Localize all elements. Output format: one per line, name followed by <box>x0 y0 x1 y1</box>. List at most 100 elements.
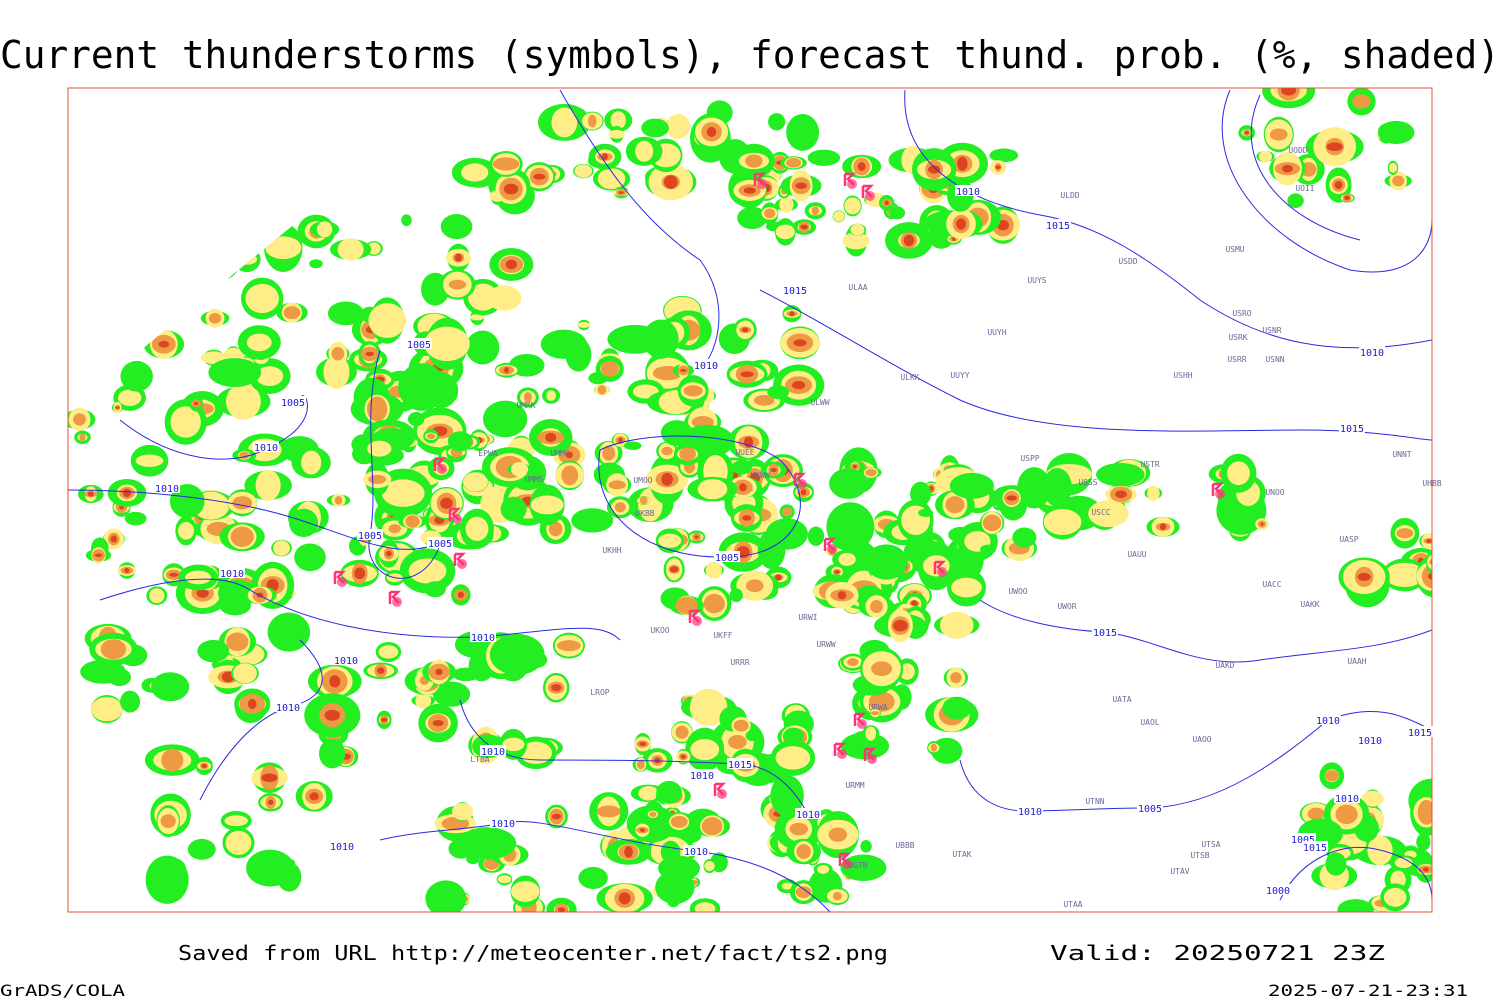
isobar-label: 1015 <box>1046 221 1070 232</box>
shaded-area <box>447 431 473 452</box>
shaded-area <box>500 496 527 522</box>
shaded-area <box>618 191 624 194</box>
shaded-area <box>405 515 420 528</box>
shaded-area <box>158 340 170 348</box>
station-label: UASP <box>1339 535 1358 544</box>
shaded-area <box>980 544 997 555</box>
isobar-label: 1005 <box>1291 835 1315 846</box>
shaded-area <box>618 892 631 905</box>
shaded-area <box>329 675 341 688</box>
thunderstorm-cluster <box>847 179 857 189</box>
thunderstorm-cluster <box>937 567 947 577</box>
shaded-area <box>1115 490 1127 499</box>
shaded-area <box>232 496 253 510</box>
station-label: UAAH <box>1347 657 1366 666</box>
station-label: ULAA <box>848 283 867 292</box>
shaded-area <box>800 224 808 230</box>
shaded-area <box>957 156 968 171</box>
station-label: USNR <box>1262 326 1281 335</box>
shaded-area <box>800 489 807 496</box>
shaded-area <box>679 447 696 462</box>
shaded-area <box>1384 562 1425 588</box>
shaded-area <box>945 496 965 514</box>
shaded-area <box>376 667 385 674</box>
station-label: UTSA <box>1201 840 1220 849</box>
shaded-area <box>72 266 113 290</box>
shaded-area <box>458 827 517 860</box>
shaded-area <box>457 591 464 599</box>
shaded-area <box>79 260 106 296</box>
isobar-label: 1015 <box>1340 424 1364 435</box>
shaded-area <box>786 158 802 168</box>
isobar-label: 1005 <box>1138 804 1162 815</box>
shaded-area <box>219 583 241 601</box>
shaded-area <box>226 383 261 421</box>
thunderstorm-cluster <box>757 179 767 189</box>
shaded-area <box>248 698 257 710</box>
station-label: UTSB <box>1190 851 1209 860</box>
shaded-area <box>124 568 130 573</box>
shaded-area <box>840 854 887 881</box>
shaded-area <box>728 734 747 750</box>
isobar-label-bg <box>1334 792 1360 803</box>
isobar-label-bg <box>470 631 496 642</box>
shaded-area <box>871 661 893 677</box>
shaded-area <box>415 692 432 709</box>
station-label: USCC <box>1091 508 1110 517</box>
shaded-area <box>680 369 687 372</box>
shaded-area <box>786 113 820 151</box>
shaded-area <box>1388 162 1398 173</box>
thunderstorm-cluster <box>717 789 727 799</box>
shaded-area <box>654 757 661 764</box>
shaded-area <box>211 252 232 273</box>
station-label: URRR <box>730 658 749 667</box>
shaded-area <box>789 311 795 317</box>
credit: GrADS/COLA <box>0 981 125 1000</box>
station-label: UACC <box>1262 580 1281 589</box>
isobar-label-bg <box>1017 805 1043 816</box>
shaded-area <box>768 113 786 131</box>
shaded-area <box>408 558 447 584</box>
station-label: UWOO <box>1008 587 1027 596</box>
shaded-area <box>265 236 302 260</box>
shaded-area <box>100 639 127 660</box>
shaded-area <box>868 691 895 712</box>
shaded-area <box>100 296 120 319</box>
isobar-label: 1015 <box>728 760 752 771</box>
shaded-area <box>502 737 525 752</box>
shaded-area <box>903 234 915 247</box>
shaded-area <box>989 148 1019 163</box>
shaded-area <box>694 535 699 539</box>
shaded-area <box>424 326 470 362</box>
shaded-area <box>546 390 556 401</box>
shaded-area <box>540 329 587 359</box>
shaded-area <box>1287 193 1304 209</box>
shaded-area <box>510 880 540 902</box>
shaded-area <box>865 544 908 580</box>
thunderstorm-cluster <box>797 479 807 489</box>
shaded-area <box>870 711 880 716</box>
isobar-label: 1010 <box>330 842 354 853</box>
station-label: UTAV <box>1170 867 1189 876</box>
shaded-area <box>194 401 199 405</box>
shaded-area <box>661 472 673 486</box>
shaded-area <box>505 259 518 270</box>
isobar-label-bg <box>406 338 432 349</box>
isobar-label-bg <box>329 840 355 851</box>
title: Current thunderstorms (symbols), forecas… <box>0 33 1500 77</box>
shaded-area <box>807 149 841 166</box>
shaded-area <box>196 588 209 598</box>
shaded-area <box>1307 807 1325 820</box>
shaded-area <box>1417 799 1432 825</box>
shaded-area <box>649 811 657 817</box>
shaded-area <box>177 521 195 540</box>
shaded-area <box>110 535 118 543</box>
shaded-area <box>828 518 869 546</box>
shaded-area <box>115 406 120 409</box>
shaded-area <box>316 221 333 238</box>
station-label: UAOL <box>1140 718 1159 727</box>
shaded-area <box>463 472 488 492</box>
station-label: UMOO <box>633 476 652 485</box>
shaded-area <box>639 741 647 746</box>
shaded-area <box>354 567 366 580</box>
